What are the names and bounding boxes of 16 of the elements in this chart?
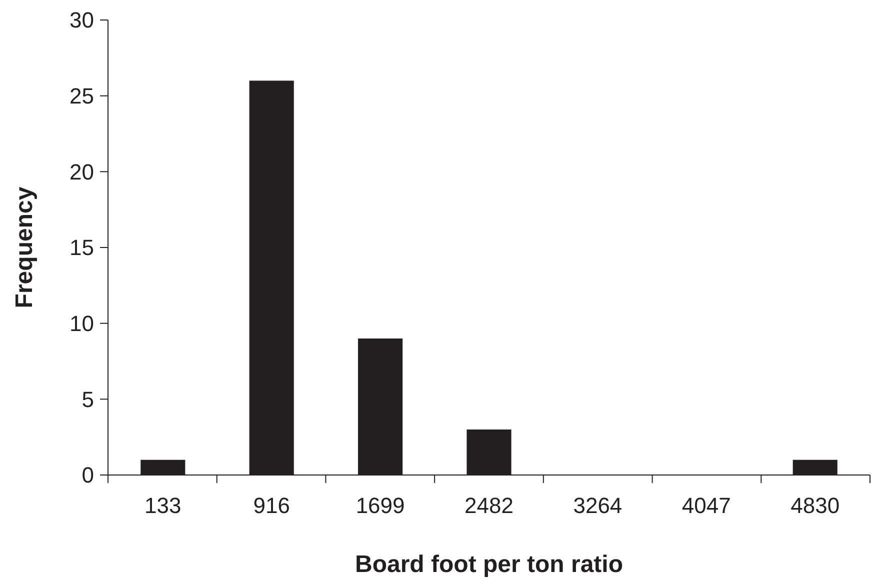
x-tick-label: 4830 [790,493,840,518]
y-tick-label: 20 [70,159,94,184]
y-tick-label: 10 [70,311,94,336]
x-tick-label: 1699 [356,493,405,518]
x-tick-label: 916 [253,493,290,518]
x-tick-label: 3264 [573,493,622,518]
x-tick-label: 2482 [464,493,514,518]
y-tick-label: 30 [70,8,94,33]
y-axis-title: Frequency [11,186,38,308]
x-axis-title: Board foot per ton ratio [355,551,623,578]
y-tick-label: 15 [70,235,94,260]
x-tick-label: 4047 [682,493,731,518]
y-tick-label: 5 [82,386,94,412]
y-tick-label: 25 [70,84,94,109]
x-tick-label: 133 [144,493,182,518]
y-tick-label: 0 [82,462,94,488]
